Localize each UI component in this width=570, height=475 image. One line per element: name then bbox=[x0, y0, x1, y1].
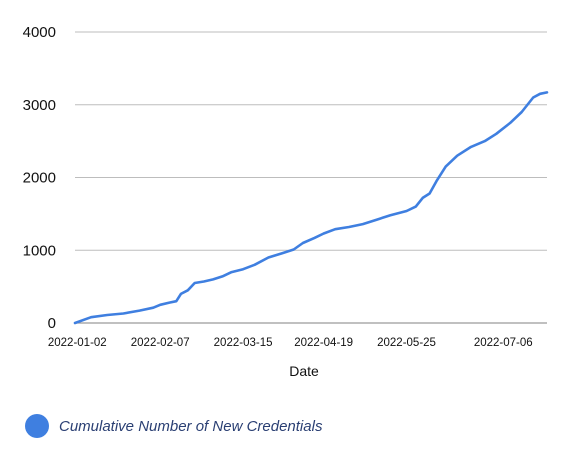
x-tick-label: 2022-01-02 bbox=[48, 337, 107, 349]
y-tick-label: 2000 bbox=[23, 170, 56, 187]
y-axis-ticks: 0 1000 2000 3000 4000 bbox=[23, 24, 56, 332]
legend: Cumulative Number of New Credentials bbox=[25, 414, 323, 438]
y-tick-label: 3000 bbox=[23, 97, 56, 114]
series-layer bbox=[73, 91, 549, 325]
x-axis-ticks: 2022-01-02 2022-02-07 2022-03-15 2022-04-19… bbox=[48, 337, 533, 349]
series-line bbox=[73, 91, 549, 325]
x-tick-label: 2022-03-15 bbox=[214, 337, 273, 349]
y-tick-label: 1000 bbox=[23, 242, 56, 259]
x-tick-label: 2022-05-25 bbox=[377, 337, 436, 349]
y-tick-label: 0 bbox=[48, 315, 56, 332]
x-tick-label: 2022-02-07 bbox=[131, 337, 190, 349]
x-axis-title: Date bbox=[289, 363, 319, 379]
gridlines bbox=[75, 31, 547, 324]
x-tick-label: 2022-04-19 bbox=[294, 337, 353, 349]
legend-label: Cumulative Number of New Credentials bbox=[59, 418, 323, 435]
x-tick-label: 2022-07-06 bbox=[474, 337, 533, 349]
legend-swatch bbox=[25, 414, 49, 438]
y-tick-label: 4000 bbox=[23, 24, 56, 41]
